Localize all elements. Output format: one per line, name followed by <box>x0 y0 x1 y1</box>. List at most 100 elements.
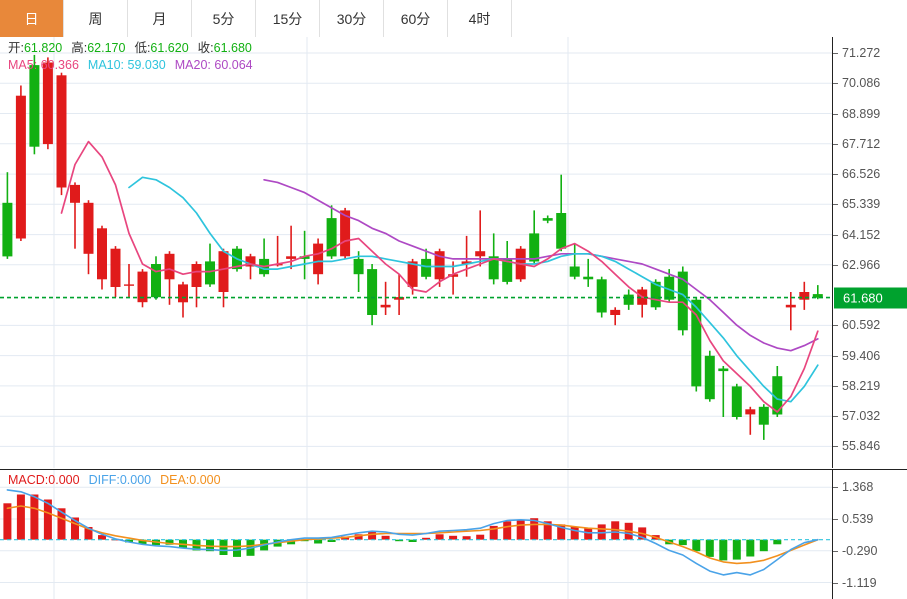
close-label: 收: <box>197 41 214 55</box>
macd-histogram-bar <box>530 518 539 540</box>
candlestick <box>758 404 769 440</box>
candlestick <box>772 366 783 417</box>
macd-value: 0.000 <box>48 473 80 487</box>
macd-histogram-bar <box>759 539 768 552</box>
macd-histogram-bar <box>381 535 390 540</box>
macd-panel: MACD:0.000 DIFF:0.000 DEA:0.000 1.368 0.539… <box>0 469 907 599</box>
price-axis-tick: 70.086 <box>833 76 880 90</box>
open-label: 开: <box>8 41 24 55</box>
candlestick <box>259 238 270 277</box>
tab-5min[interactable]: 5分 <box>192 0 256 37</box>
price-axis[interactable]: 71.272 70.086 68.899 67.712 66.526 65.339 64.1… <box>832 37 907 468</box>
macd-histogram-bar <box>543 521 552 540</box>
macd-histogram-bar <box>354 534 363 540</box>
macd-histogram-bar <box>314 539 323 544</box>
candlestick <box>15 85 26 241</box>
tab-label: 日 <box>24 10 39 27</box>
macd-histogram-bar <box>570 527 579 540</box>
macd-histogram-bar <box>449 535 458 540</box>
macd-legend: MACD:0.000 DIFF:0.000 DEA:0.000 <box>8 473 221 487</box>
macd-histogram-bar <box>692 539 701 552</box>
ohlc-legend-row: 开:61.820 高:62.170 低:61.620 收:61.680 <box>8 40 253 57</box>
candlestick <box>745 406 756 435</box>
macd-histogram-bar <box>489 525 498 540</box>
macd-histogram-bar <box>98 535 106 540</box>
ma20-label: MA20: <box>174 58 211 72</box>
tab-30min[interactable]: 30分 <box>320 0 384 37</box>
macd-label: MACD: <box>8 473 49 487</box>
low-value: 61.620 <box>150 41 189 55</box>
candlestick <box>151 256 161 300</box>
candlestick <box>97 225 107 290</box>
candlestick <box>137 269 148 308</box>
macd-histogram-bar <box>43 499 52 540</box>
price-panel: 开:61.820 高:62.170 低:61.620 收:61.680 MA5: 60… <box>0 37 907 468</box>
diff-label: DIFF: <box>88 473 120 487</box>
macd-histogram-bar <box>705 539 714 557</box>
price-plot-area[interactable] <box>0 37 832 468</box>
candlestick <box>623 289 634 310</box>
tab-day[interactable]: 日 <box>0 0 64 37</box>
macd-histogram-bar <box>368 532 377 540</box>
macd-axis-tick: -1.119 <box>833 576 877 590</box>
candlestick <box>191 261 202 308</box>
macd-histogram-bar <box>84 527 93 540</box>
macd-histogram-bar <box>30 494 39 540</box>
dea-label: DEA: <box>160 473 190 487</box>
ma20-value: 60.064 <box>214 58 253 72</box>
macd-plot-area[interactable] <box>0 470 832 599</box>
tab-bar-filler <box>512 0 907 37</box>
low-label: 低: <box>134 41 151 55</box>
macd-axis[interactable]: 1.368 0.539 -0.290 -1.119 <box>832 470 907 599</box>
candlestick <box>70 182 80 249</box>
price-axis-tick: 68.899 <box>833 107 880 121</box>
macd-histogram-bar <box>233 539 241 557</box>
candlestick <box>556 174 567 252</box>
price-axis-tick: 55.846 <box>833 439 880 453</box>
candlestick <box>205 243 215 287</box>
macd-histogram-bar <box>422 537 431 540</box>
price-axis-tick: 64.152 <box>833 228 880 242</box>
macd-histogram-bar <box>584 528 593 540</box>
candlestick <box>812 285 823 300</box>
diff-line <box>6 489 819 576</box>
dea-line <box>6 505 819 565</box>
price-axis-tick: 66.526 <box>833 167 880 181</box>
timeframe-tab-bar[interactable]: 日 周 月 5分 15分 30分 60分 4时 <box>0 0 907 37</box>
price-axis-tick: 62.966 <box>833 258 880 272</box>
high-label: 高: <box>71 41 88 55</box>
candlestick <box>299 230 310 280</box>
candlestick <box>596 276 607 318</box>
macd-histogram-bar <box>462 536 471 540</box>
candlestick <box>245 253 256 280</box>
tab-label: 15分 <box>272 10 303 27</box>
tab-4hour[interactable]: 4时 <box>448 0 512 37</box>
candlestick <box>434 248 445 287</box>
macd-histogram-bar <box>3 503 12 540</box>
candlestick <box>799 281 810 310</box>
candlestick <box>502 241 513 285</box>
tab-60min[interactable]: 60分 <box>384 0 448 37</box>
ma5-label: MA5: <box>8 58 38 72</box>
tab-month[interactable]: 月 <box>128 0 192 37</box>
open-value: 61.820 <box>23 41 63 55</box>
ma-legend-row: MA5: 60.366 MA10: 59.030 MA20: 60.064 <box>8 57 253 74</box>
price-axis-tick: 71.272 <box>833 46 880 60</box>
candlestick <box>29 54 40 155</box>
ma10-value: 59.030 <box>127 58 166 72</box>
tab-label: 周 <box>88 10 103 27</box>
candlestick <box>110 246 121 298</box>
candlestick <box>83 200 94 275</box>
macd-histogram-bar <box>773 539 782 545</box>
candlestick <box>542 215 553 224</box>
tab-15min[interactable]: 15分 <box>256 0 320 37</box>
diff-value: 0.000 <box>119 473 152 487</box>
candlestick <box>42 57 53 150</box>
candlestick <box>56 72 67 196</box>
tab-week[interactable]: 周 <box>64 0 128 37</box>
price-axis-tick: 60.592 <box>833 318 880 332</box>
macd-histogram-bar <box>435 534 444 540</box>
candlestick <box>326 205 337 259</box>
price-axis-tick: 57.032 <box>833 409 880 423</box>
tab-label: 60分 <box>400 10 431 27</box>
